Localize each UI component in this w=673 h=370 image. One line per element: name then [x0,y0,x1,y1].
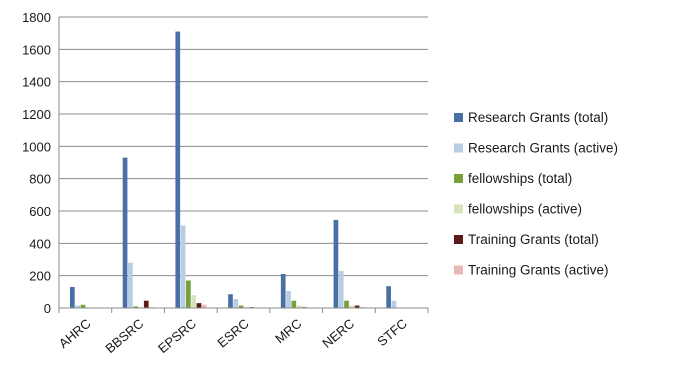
legend-label: fellowships (total) [468,171,572,186]
bar-ahrc-series-1 [75,305,80,308]
legend-swatch [454,235,463,244]
bar-nerc-series-0 [333,219,339,308]
legend-label: fellowships (active) [468,202,582,217]
y-tick-label: 800 [29,172,51,187]
bar-epsrc-series-4 [196,303,202,308]
bar-bbsrc-series-1 [128,262,133,308]
y-tick-label: 1600 [22,42,51,57]
legend-label: Research Grants (total) [468,110,608,125]
legend-label: Training Grants (active) [468,263,609,278]
x-tick-label: NERC [319,316,357,351]
bar-stfc-series-1 [391,300,397,308]
x-tick-label: STFC [374,316,410,349]
bar-bbsrc-series-0 [122,157,128,308]
y-tick-label: 1000 [22,139,51,154]
legend-swatch [454,113,463,122]
bar-epsrc-series-0 [175,31,181,309]
bar-epsrc-series-3 [191,295,197,308]
x-tick-label: AHRC [56,316,94,351]
bar-nerc-series-2 [344,300,349,308]
x-tick-label: MRC [272,316,304,347]
y-tick-labels: 0 200 400 600 800 1000 1200 1400 1600 1800 [22,10,51,316]
legend-label: Research Grants (active) [468,141,618,156]
bar-epsrc-series-1 [180,225,186,308]
x-tick-label: EPSRC [155,316,199,356]
bar-bbsrc-series-4 [143,300,149,308]
gridlines [59,16,428,309]
bar-nerc-series-1 [338,270,344,308]
x-tick-labels: AHRC BBSRC EPSRC ESRC MRC NERC STFC [56,316,410,356]
y-tick-label: 1800 [22,10,51,25]
bar-epsrc-series-2 [186,280,191,308]
y-tick-label: 1200 [22,107,51,122]
bar-nerc-series-4 [354,305,360,308]
x-tick-label: ESRC [214,316,251,351]
bar-nerc-series-3 [349,305,355,308]
bar-mrc-series-3 [296,305,302,308]
axes [58,17,429,313]
legend-swatch [454,143,463,153]
bar-stfc-series-0 [386,286,391,308]
bar-esrc-series-0 [228,294,233,308]
legend: Research Grants (total) Research Grants (… [454,110,618,278]
legend-swatch [454,174,463,183]
y-tick-label: 200 [29,269,51,284]
bars [70,31,397,309]
y-tick-label: 1400 [22,75,51,90]
x-tick-label: BBSRC [102,316,146,356]
y-tick-label: 400 [29,236,51,251]
bar-ahrc-series-2 [80,304,86,308]
bar-esrc-series-1 [233,299,239,308]
legend-label: Training Grants (total) [468,232,599,247]
y-tick-label: 0 [44,301,51,316]
bar-mrc-series-1 [286,291,291,308]
y-tick-label: 600 [29,204,51,219]
bar-esrc-series-2 [238,305,244,308]
bar-bbsrc-series-2 [133,306,139,308]
legend-swatch [454,265,463,275]
bar-mrc-series-0 [280,274,286,308]
bar-ahrc-series-0 [70,286,75,308]
bar-epsrc-series-5 [201,304,207,308]
legend-swatch [454,204,463,214]
bar-mrc-series-2 [291,300,297,308]
